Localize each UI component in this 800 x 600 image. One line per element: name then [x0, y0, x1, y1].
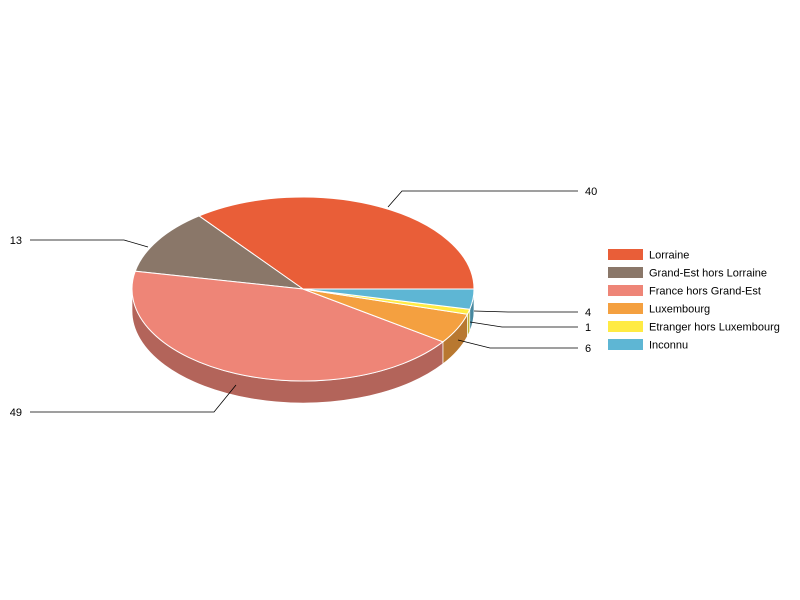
pie-slice-grand-est-hors-lorraine[interactable] — [134, 215, 305, 290]
leader-line — [387, 190, 578, 208]
legend-label: Luxembourg — [649, 304, 710, 316]
legend-swatch — [608, 339, 643, 350]
data-label: 4 — [585, 307, 591, 319]
pie-slices — [131, 196, 475, 382]
data-label: 49 — [10, 407, 22, 419]
leader-line — [30, 384, 237, 413]
legend-item[interactable]: Etranger hors Luxembourg — [608, 321, 780, 334]
legend-label: Etranger hors Luxembourg — [649, 322, 780, 334]
pie-slice-inconnu[interactable] — [302, 288, 475, 310]
legend-swatch — [608, 303, 643, 314]
legend-item[interactable]: Lorraine — [608, 249, 689, 262]
pie-slice-france-hors-grand-est[interactable] — [131, 270, 445, 382]
legend-label: Lorraine — [649, 250, 689, 262]
leader-line — [469, 321, 578, 328]
leader-line — [30, 239, 149, 248]
legend: Lorraine Grand-Est hors Lorraine France ho… — [608, 249, 780, 352]
legend-item[interactable]: Grand-Est hors Lorraine — [608, 267, 767, 280]
legend-label: France hors Grand-Est — [649, 286, 761, 298]
legend-swatch — [608, 321, 643, 332]
leader-line — [457, 339, 578, 349]
data-label: 6 — [585, 343, 591, 355]
legend-swatch — [608, 267, 643, 278]
data-labels: 40 13 49 6 1 4 — [10, 186, 598, 419]
legend-swatch — [608, 249, 643, 260]
legend-item[interactable]: France hors Grand-Est — [608, 285, 761, 298]
pie-slice-lorraine[interactable] — [198, 196, 475, 290]
legend-item[interactable]: Luxembourg — [608, 303, 710, 316]
data-label: 1 — [585, 322, 591, 334]
leader-line — [473, 310, 578, 313]
legend-label: Inconnu — [649, 340, 688, 352]
legend-swatch — [608, 285, 643, 296]
legend-item[interactable]: Inconnu — [608, 339, 688, 352]
data-label: 13 — [10, 235, 22, 247]
legend-label: Grand-Est hors Lorraine — [649, 268, 767, 280]
data-label: 40 — [585, 186, 597, 198]
